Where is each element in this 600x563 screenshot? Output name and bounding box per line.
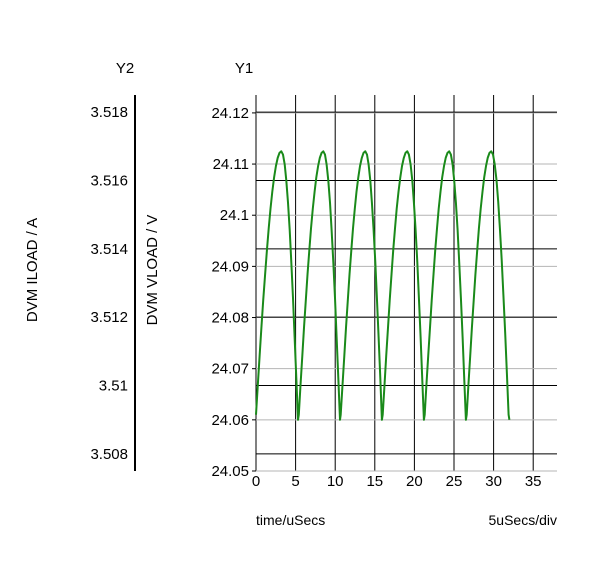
y2-tick-label: 3.51 — [99, 378, 128, 395]
y1-tick-label: 24.11 — [213, 156, 249, 173]
y1-axis: Y1 DVM VLOAD / V — [144, 60, 253, 325]
y1-tick-label: 24.12 — [211, 105, 249, 122]
y2-axis: Y2 DVM ILOAD / A — [24, 60, 136, 471]
x-tick-label: 25 — [446, 473, 463, 490]
series-line — [255, 150, 511, 421]
x-scale-note: 5uSecs/div — [489, 512, 557, 528]
x-tick-label: 15 — [366, 473, 383, 490]
y2-tick-label: 3.516 — [90, 172, 128, 189]
x-tick-label: 20 — [406, 473, 423, 490]
y2-tick-label: 3.508 — [90, 446, 128, 463]
x-tick-label: 30 — [485, 473, 502, 490]
x-axis-label: time/uSecs — [256, 512, 325, 528]
y1-tick-label: 24.06 — [211, 412, 249, 429]
x-tick-label: 35 — [525, 473, 542, 490]
y1-tick-label: 24.05 — [211, 463, 249, 480]
y2-tick-label: 3.514 — [90, 241, 128, 258]
x-tick-label: 0 — [252, 473, 260, 490]
y2-tick-label: 3.518 — [90, 104, 128, 121]
y1-tick-label: 24.08 — [211, 310, 249, 327]
y1-tick-label: 24.07 — [211, 361, 249, 378]
y2-header: Y2 — [116, 60, 134, 77]
tick-labels: 0 5 10 15 20 25 30 35 24.12 24.11 24.1 24.09 24.08 24… — [90, 104, 541, 490]
x-axis: time/uSecs 5uSecs/div — [256, 512, 557, 528]
y1-tick-label: 24.1 — [220, 207, 249, 224]
x-tick-label: 5 — [291, 473, 299, 490]
x-tick-label: 10 — [327, 473, 344, 490]
y1-axis-label: DVM VLOAD / V — [144, 215, 161, 326]
series-layer — [255, 150, 511, 421]
y1-header: Y1 — [235, 60, 253, 77]
y2-tick-label: 3.512 — [90, 309, 128, 326]
y2-axis-label: DVM ILOAD / A — [24, 218, 41, 322]
y1-tick-label: 24.09 — [211, 258, 249, 275]
